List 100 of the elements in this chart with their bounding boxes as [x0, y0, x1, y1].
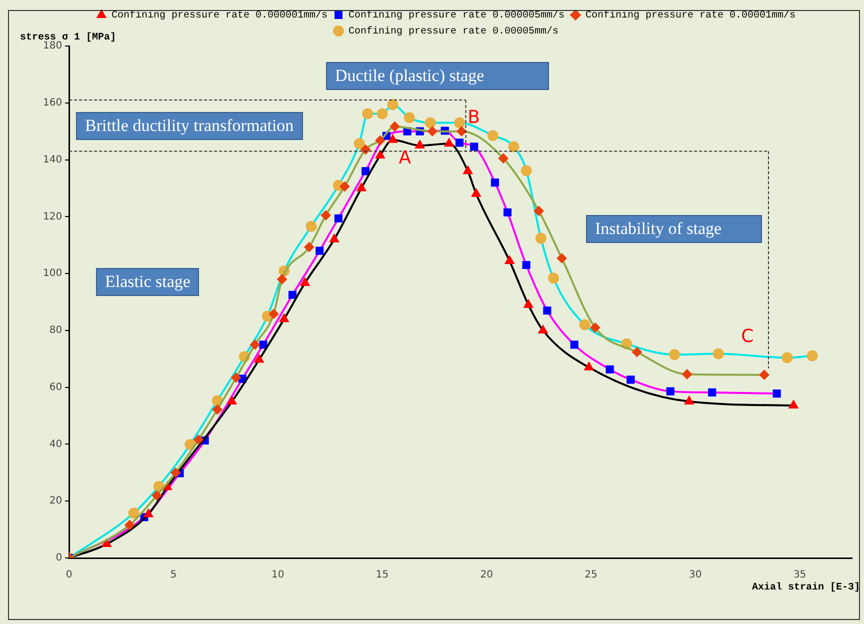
point	[626, 376, 635, 384]
x-tick-label: 35	[793, 570, 806, 581]
point	[524, 299, 534, 308]
point	[356, 182, 366, 192]
point	[666, 387, 674, 396]
point	[498, 153, 508, 164]
point	[503, 208, 512, 216]
y-tick-label: 60	[49, 382, 62, 393]
x-tick-label: 10	[271, 570, 284, 581]
text-box: Ductile (plastic) stage	[326, 62, 549, 90]
annotation: A	[398, 148, 412, 169]
annotation: B	[468, 107, 480, 128]
point	[543, 306, 552, 315]
point	[124, 520, 135, 530]
point	[375, 150, 385, 159]
point	[360, 144, 371, 155]
point	[454, 117, 465, 128]
point	[759, 370, 770, 380]
legend-label: Confining pressure rate 0.000005mm/s	[348, 10, 565, 22]
point	[268, 308, 279, 319]
point	[490, 178, 500, 187]
y-tick-label: 160	[42, 97, 62, 108]
point	[772, 390, 781, 398]
x-tick-label: 15	[376, 570, 389, 581]
point	[170, 468, 181, 478]
point	[212, 404, 222, 415]
point	[334, 214, 342, 222]
y-tick-label: 80	[49, 325, 62, 336]
point	[231, 372, 242, 383]
point	[250, 340, 260, 350]
point	[548, 272, 559, 284]
point	[288, 290, 297, 299]
point	[508, 141, 520, 152]
point	[316, 246, 324, 255]
point	[712, 348, 724, 360]
y-tick-label: 0	[56, 552, 62, 564]
point	[259, 340, 268, 349]
point	[427, 126, 438, 136]
y-tick-label: 100	[42, 268, 62, 280]
annotation: C	[741, 326, 754, 348]
point	[463, 166, 473, 174]
legend-label: Confining pressure rate 0.000001mm/s	[111, 10, 328, 22]
point	[471, 188, 482, 197]
point	[304, 242, 314, 252]
point	[538, 324, 548, 334]
point	[254, 354, 264, 363]
point	[606, 365, 614, 374]
point	[388, 134, 398, 143]
text-box: Brittle ductility transformation	[76, 112, 303, 140]
point	[788, 400, 798, 409]
point	[404, 112, 415, 124]
point	[522, 260, 530, 270]
point	[806, 350, 818, 362]
x-tick-label: 30	[689, 570, 702, 581]
point	[487, 130, 498, 142]
point	[669, 349, 680, 360]
point	[570, 340, 578, 349]
point	[424, 117, 436, 128]
point	[632, 347, 642, 358]
point	[470, 142, 478, 151]
point	[329, 234, 340, 242]
point	[415, 140, 425, 149]
point	[520, 165, 532, 176]
point	[194, 434, 204, 445]
point	[300, 277, 310, 286]
x-tick-label: 5	[170, 570, 177, 581]
point	[684, 396, 694, 405]
point	[362, 167, 370, 176]
point	[579, 319, 590, 330]
legend-label: Confining pressure rate 0.00001mm/s	[586, 10, 796, 22]
point	[320, 210, 331, 220]
text-box: Elastic stage	[96, 268, 200, 296]
point	[390, 122, 400, 132]
point	[227, 396, 237, 405]
x-axis-title: Axial strain [E-3]	[752, 582, 860, 594]
point	[682, 369, 692, 380]
point	[277, 274, 288, 284]
x-tick-label: 25	[584, 570, 598, 581]
y-tick-label: 40	[49, 438, 62, 450]
legend-label: Confining pressure rate 0.00005mm/s	[348, 26, 559, 38]
y-tick-label: 20	[49, 496, 62, 507]
point	[535, 232, 546, 244]
x-tick-label: 0	[66, 570, 72, 581]
point	[708, 388, 716, 396]
point	[590, 322, 600, 333]
point	[279, 314, 289, 322]
point	[456, 126, 467, 136]
point	[534, 206, 544, 216]
point	[354, 138, 365, 150]
point	[128, 508, 140, 519]
point	[455, 138, 464, 147]
point	[387, 99, 398, 110]
point	[102, 538, 112, 548]
point	[340, 182, 350, 192]
y-tick-label: 120	[42, 211, 62, 222]
point	[152, 490, 162, 500]
point	[584, 362, 594, 370]
x-tick-label: 20	[480, 570, 494, 581]
point	[556, 253, 567, 264]
point	[362, 108, 374, 120]
